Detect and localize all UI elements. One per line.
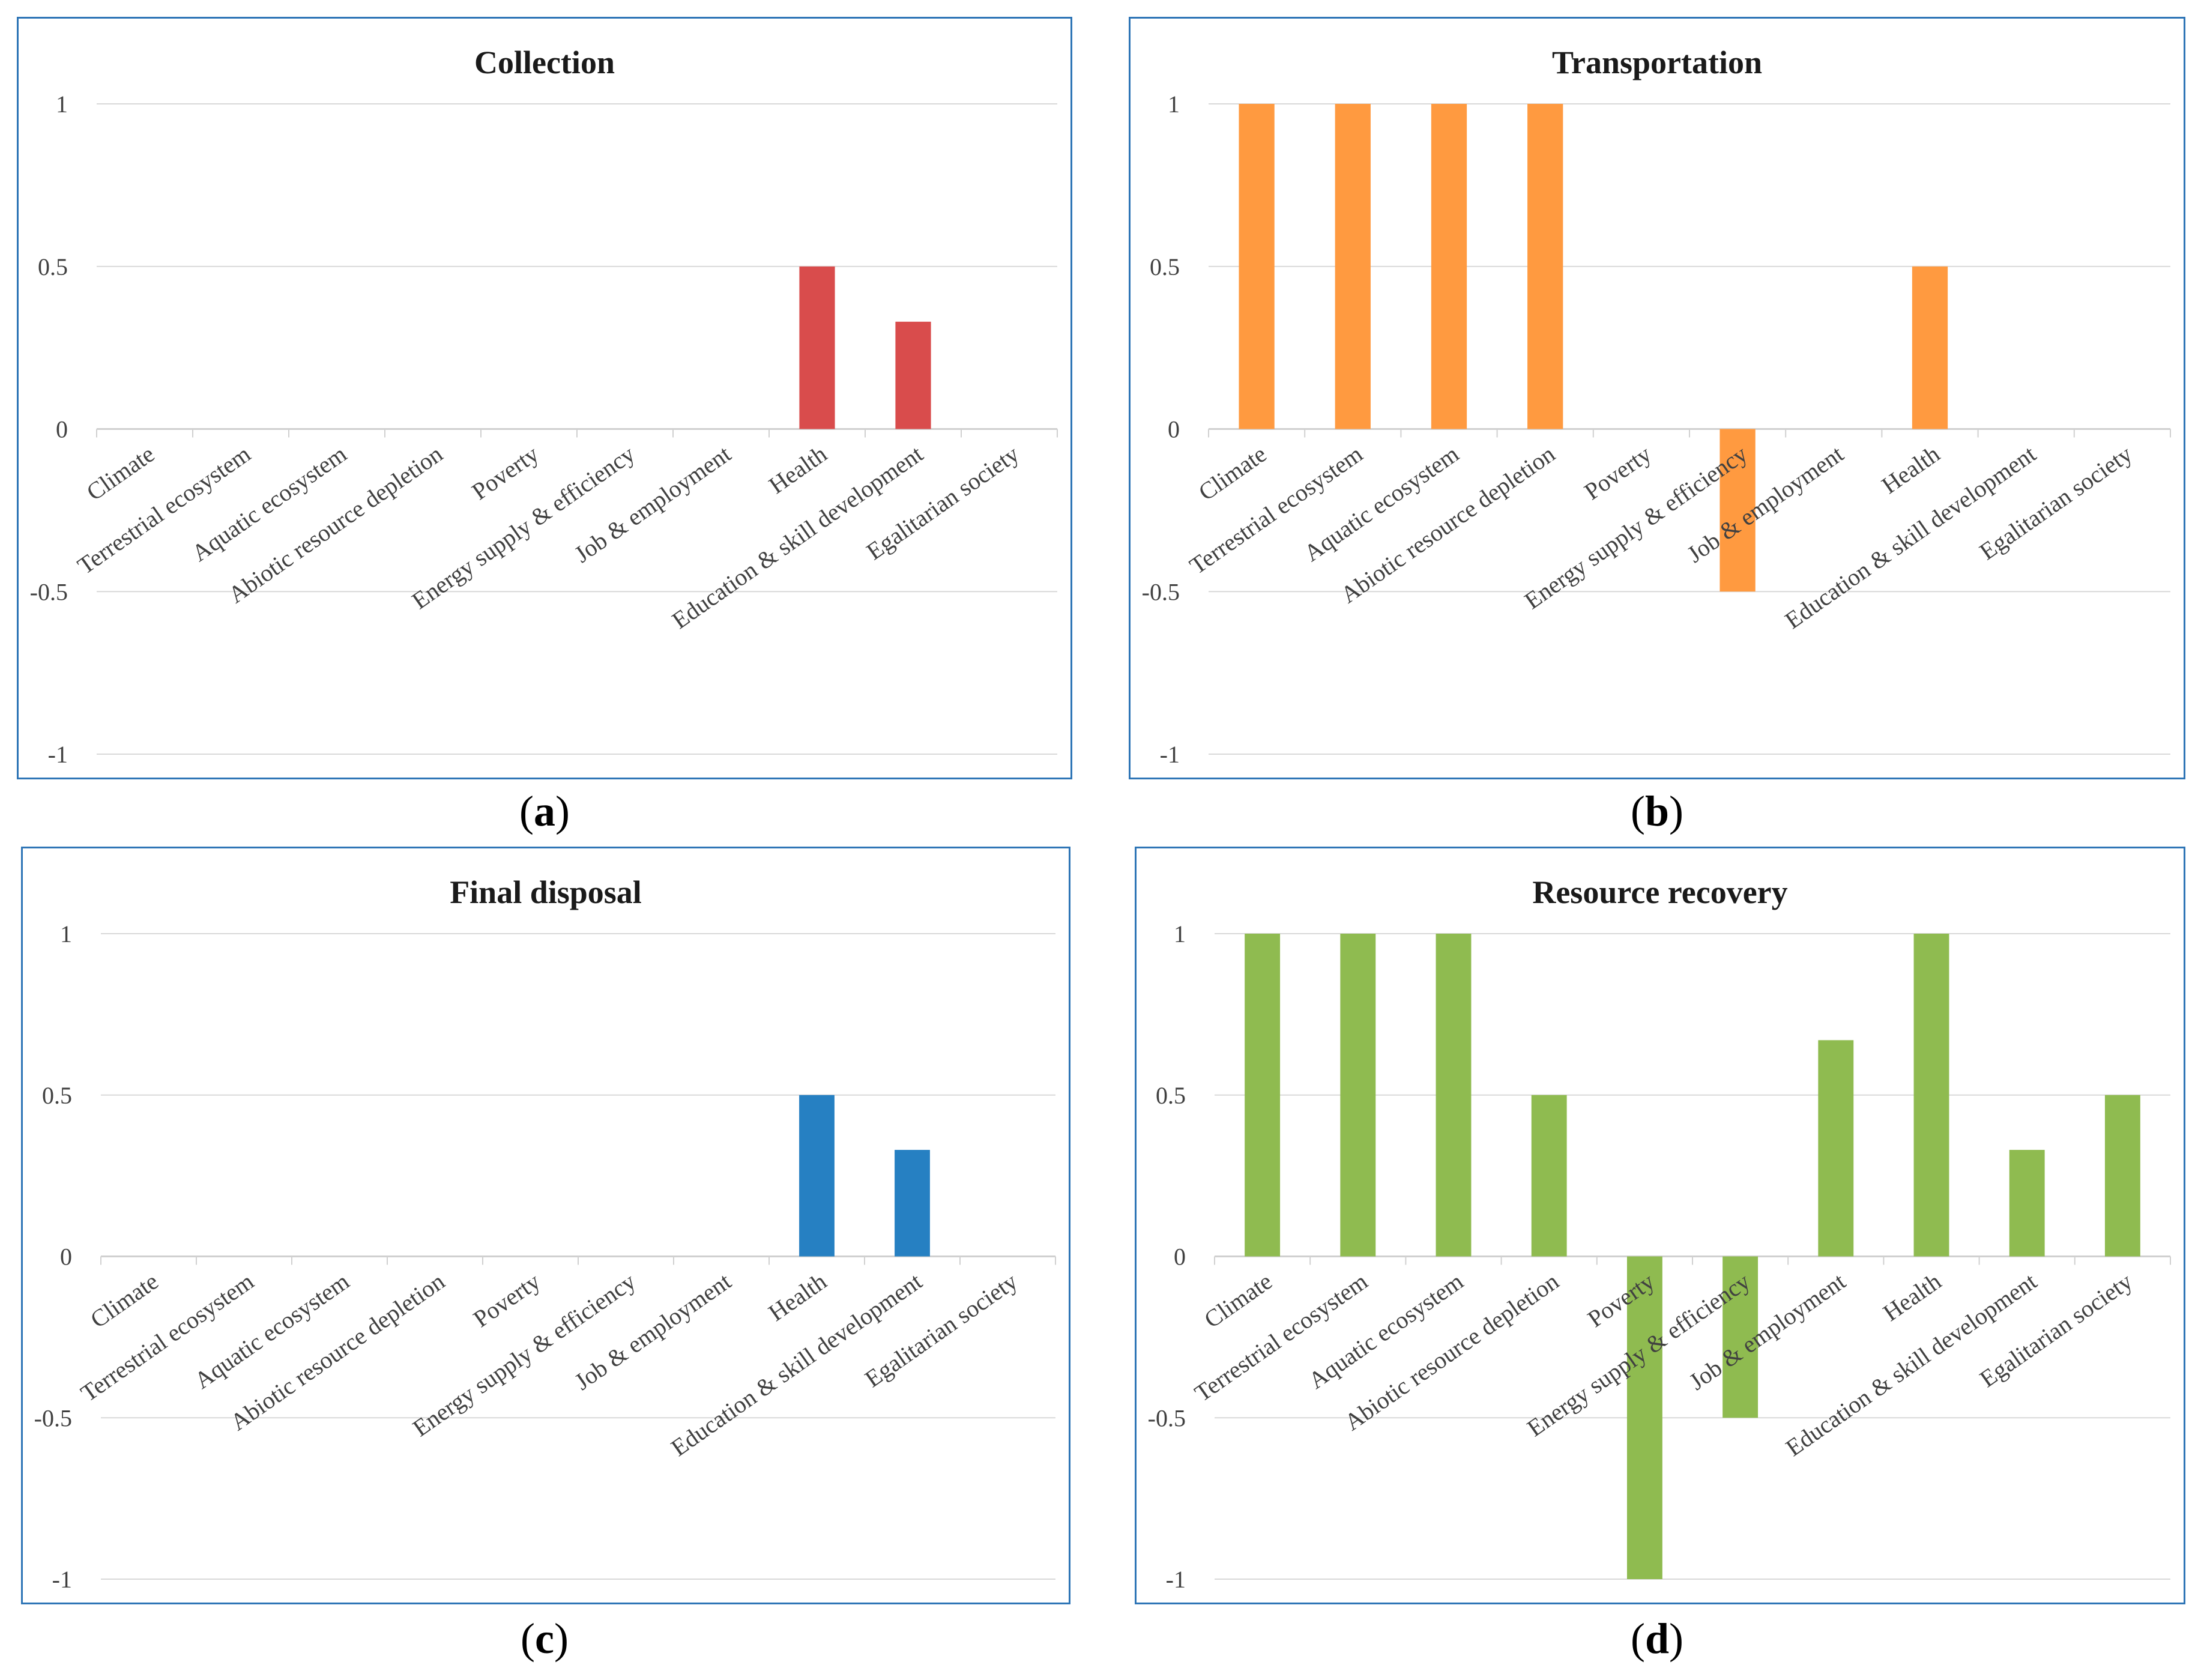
caption-c: (c) (521, 1615, 569, 1663)
x-category-label: Terrestrial ecosystem (1185, 440, 1368, 579)
y-tick-label: -1 (1166, 1566, 1186, 1593)
bar-aquatic-ecosystem (1431, 104, 1467, 429)
y-tick-label: 0 (1174, 1243, 1186, 1271)
x-category-label: Climate (85, 1268, 163, 1334)
bar-aquatic-ecosystem (1436, 934, 1472, 1257)
x-category-label: Job & employment (570, 1268, 736, 1395)
x-category-label: Climate (82, 440, 160, 506)
bar-job-and-employment (1818, 1040, 1854, 1257)
x-category-label: Job & employment (569, 440, 735, 568)
y-tick-label: -0.5 (1142, 578, 1180, 605)
bar-energy-supply-and-efficiency (1719, 429, 1756, 592)
x-category-label: Terrestrial ecosystem (76, 1268, 259, 1407)
x-category-label: Terrestrial ecosystem (73, 440, 256, 579)
y-tick-label: 0.5 (1150, 253, 1180, 280)
x-category-label: Climate (1194, 440, 1272, 506)
x-category-label: Job & employment (1684, 1268, 1850, 1395)
bar-education-and-skill-development (895, 321, 931, 429)
bar-egalitarian-society (2104, 1095, 2140, 1257)
x-category-label: Poverty (1580, 440, 1656, 505)
x-category-label: Aquatic ecosystem (190, 1268, 354, 1394)
x-category-label: Health (1878, 1268, 1946, 1326)
bar-energy-supply-and-efficiency (1722, 1256, 1759, 1418)
y-tick-label: 0.5 (42, 1082, 72, 1109)
y-tick-label: 0 (56, 416, 68, 443)
chart-title: Collection (474, 44, 615, 80)
bar-health (1912, 266, 1948, 429)
bar-terrestrial-ecosystem (1340, 934, 1376, 1257)
chart-title: Resource recovery (1532, 874, 1788, 910)
chart-panel-resource-recovery: Resource recovery 1 0.5 0 -0.5 -1 Climate Terr… (1135, 847, 2185, 1604)
caption-d: (d) (1630, 1615, 1683, 1663)
chart-title: Transportation (1551, 44, 1763, 80)
y-tick-label: 1 (60, 920, 72, 947)
y-tick-label: -0.5 (1148, 1404, 1186, 1431)
bar-abiotic-resource-depletion (1531, 1095, 1567, 1257)
y-tick-label: 1 (1168, 91, 1180, 118)
x-category-label: Health (764, 1268, 832, 1326)
y-tick-label: 1 (1174, 920, 1186, 947)
y-tick-label: 0.5 (1156, 1082, 1186, 1109)
bar-poverty (1626, 1256, 1662, 1579)
x-category-label: Terrestrial ecosystem (1189, 1268, 1372, 1407)
bar-health (799, 266, 835, 429)
chart-panel-collection: Collection 1 0.5 0 -0.5 -1 Climate Terrestrial… (17, 17, 1072, 779)
x-category-label: Aquatic ecosystem (187, 440, 351, 567)
y-tick-label: 1 (56, 91, 68, 118)
x-category-label: Aquatic ecosystem (1299, 440, 1464, 567)
x-category-label: Health (1877, 440, 1945, 499)
bar-terrestrial-ecosystem (1335, 104, 1371, 429)
chart-title: Final disposal (450, 874, 642, 910)
y-tick-label: -0.5 (34, 1404, 72, 1431)
x-category-label: Poverty (467, 440, 544, 505)
chart-panel-final-disposal: Final disposal 1 0.5 0 -0.5 -1 Climate Terrest… (21, 847, 1070, 1604)
y-tick-label: 0.5 (38, 253, 68, 280)
x-category-label: Job & employment (1682, 440, 1849, 568)
x-category-label: Health (764, 440, 832, 499)
chart-panel-transportation: Transportation 1 0.5 0 -0.5 -1 Climate Terrest… (1129, 17, 2185, 779)
caption-a: (a) (519, 787, 570, 835)
bar-abiotic-resource-depletion (1527, 104, 1563, 429)
y-tick-label: -1 (52, 1566, 72, 1593)
bar-health (799, 1095, 835, 1257)
y-tick-label: -0.5 (30, 578, 68, 605)
bar-climate (1239, 104, 1275, 429)
y-tick-label: 0 (60, 1243, 72, 1271)
x-category-label: Climate (1199, 1268, 1277, 1334)
caption-b: (b) (1630, 787, 1683, 835)
bar-climate (1245, 934, 1281, 1257)
x-category-label: Aquatic ecosystem (1303, 1268, 1468, 1394)
bar-health (1913, 934, 1949, 1257)
y-tick-label: -1 (1160, 741, 1180, 768)
bar-education-and-skill-development (895, 1150, 930, 1257)
y-tick-label: 0 (1168, 416, 1180, 443)
x-category-label: Poverty (468, 1268, 545, 1332)
y-tick-label: -1 (48, 741, 68, 768)
bar-education-and-skill-development (2009, 1150, 2045, 1257)
